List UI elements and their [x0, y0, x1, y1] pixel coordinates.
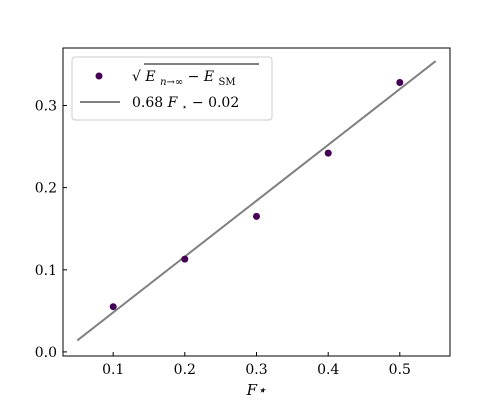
marks-layer: [76, 60, 437, 342]
data-point: [396, 79, 404, 86]
legend-fit-label: 0.68 F ⋆ − 0.02: [132, 95, 239, 114]
data-point: [253, 212, 260, 220]
x-axis-label: F⋆: [246, 381, 267, 399]
x-tick-label: 0.3: [245, 362, 267, 378]
data-point: [109, 303, 117, 311]
legend-scatter-marker: [95, 72, 103, 80]
data-point: [324, 149, 332, 157]
fit-line: [76, 60, 437, 342]
x-tick-label: 0.4: [317, 362, 339, 378]
legend-scatter-label: √ E n→∞ − E SM: [132, 69, 236, 89]
x-tick-label: 0.1: [102, 362, 124, 378]
x-tick-label: 0.2: [174, 362, 196, 378]
legend-frame: [71, 56, 273, 121]
plot-frame: [62, 47, 451, 357]
legend: √ E n→∞ − E SM 0.68 F ⋆ − 0.02: [71, 56, 273, 121]
y-tick-label: 0.3: [35, 99, 57, 115]
y-tick-label: 0.0: [35, 345, 57, 361]
data-point: [181, 255, 189, 263]
ticks-layer: 0.1 0.2 0.3 0.4 0.5 0.0 0.1 0.2 0.3: [35, 99, 411, 379]
y-tick-label: 0.2: [35, 181, 57, 197]
y-tick-label: 0.1: [35, 263, 57, 279]
x-tick-label: 0.5: [389, 362, 411, 378]
